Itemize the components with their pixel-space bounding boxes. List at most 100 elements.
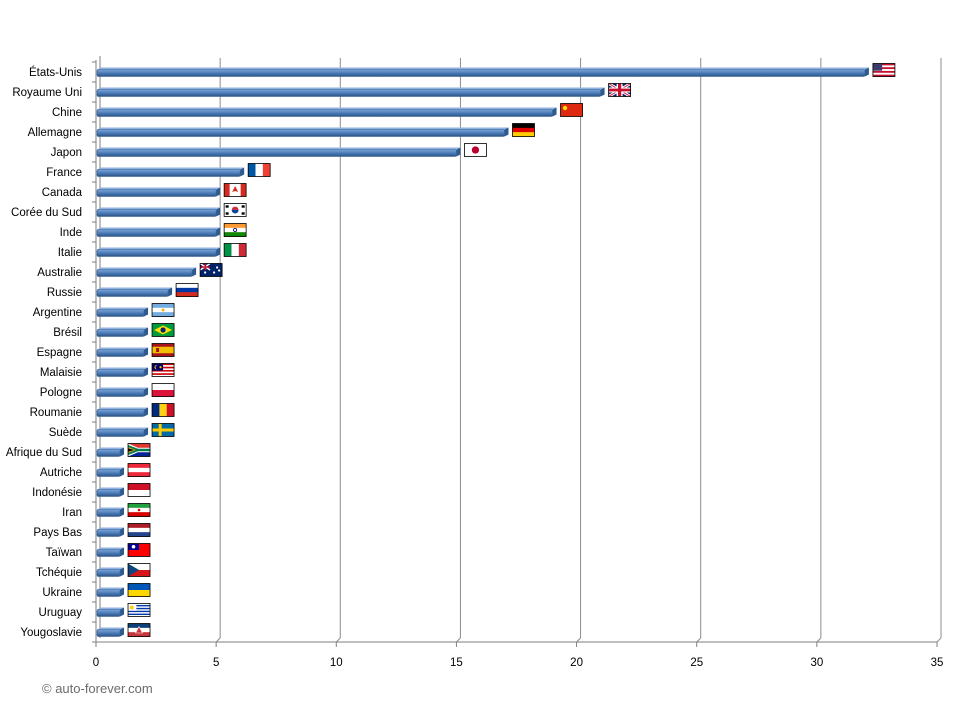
category-label: Autriche <box>40 467 82 479</box>
bar-end <box>504 127 509 137</box>
bar-face <box>96 449 121 457</box>
canada-flag-icon <box>223 183 247 197</box>
bar-end <box>216 227 221 237</box>
bar-face <box>96 309 145 317</box>
bar <box>96 347 149 357</box>
bar-face <box>96 589 121 597</box>
category-label: Allemagne <box>28 127 82 139</box>
russia-flag-icon <box>175 283 199 297</box>
japan-flag-icon <box>464 143 487 157</box>
bar-end <box>120 447 125 457</box>
bar-end <box>600 87 605 97</box>
category-label: Japon <box>51 147 82 159</box>
gridline-floor <box>335 637 341 643</box>
bar-top <box>97 367 149 370</box>
bar-top <box>97 67 869 70</box>
iran-flag-icon <box>127 503 151 517</box>
austria-flag-icon <box>127 463 151 477</box>
bar-end <box>144 407 149 417</box>
bar <box>96 227 221 237</box>
category-label: Malaisie <box>40 367 82 379</box>
bar-end <box>864 67 869 77</box>
category-label: Brésil <box>53 327 82 339</box>
bar-face <box>96 289 169 297</box>
bar-end <box>120 627 125 637</box>
bar <box>96 527 125 537</box>
bar-end <box>144 367 149 377</box>
bar <box>96 627 125 637</box>
bar <box>96 367 149 377</box>
bar-top <box>97 87 605 90</box>
x-tick-label: 20 <box>570 657 583 669</box>
argentina-flag-icon <box>151 303 175 317</box>
bar-top <box>97 187 221 190</box>
bar <box>96 187 221 197</box>
x-tick-label: 10 <box>330 657 343 669</box>
category-label: États-Unis <box>29 66 82 79</box>
bar <box>96 447 125 457</box>
germany-flag-icon <box>512 123 535 137</box>
bar-face <box>96 89 601 97</box>
bar-face <box>96 489 121 497</box>
category-label: Espagne <box>37 347 82 359</box>
bar <box>96 547 125 557</box>
category-label: Inde <box>60 227 82 239</box>
bar <box>96 427 149 437</box>
brazil-flag-icon <box>151 323 175 337</box>
category-label: Taïwan <box>46 547 82 559</box>
bar-top <box>97 507 125 510</box>
bar-face <box>96 529 121 537</box>
category-label: Corée du Sud <box>11 207 82 219</box>
bar-top <box>97 387 149 390</box>
bar-top <box>97 307 149 310</box>
bar-end <box>144 327 149 337</box>
bar <box>96 107 557 117</box>
gridline-floor <box>215 637 221 643</box>
bar-top <box>97 107 557 110</box>
bar-end <box>120 587 125 597</box>
us-flag-icon <box>872 63 896 77</box>
bar-face <box>96 109 553 117</box>
bar-face <box>96 69 866 77</box>
x-tick-label: 30 <box>810 657 823 669</box>
china-flag-icon <box>560 103 583 117</box>
australia-flag-icon <box>199 262 223 277</box>
czech-flag-icon <box>127 563 151 577</box>
netherlands-flag-icon <box>127 523 151 537</box>
bar <box>96 67 869 77</box>
bar-top <box>97 267 197 270</box>
bar-end <box>216 247 221 257</box>
axes <box>92 56 938 647</box>
bar-face <box>96 629 121 637</box>
gridline-floor <box>816 637 822 643</box>
bar-face <box>96 189 217 197</box>
bar-top <box>97 207 221 210</box>
bar-top <box>97 127 509 130</box>
bar <box>96 287 173 297</box>
gridline-floor <box>576 637 581 643</box>
bar <box>96 147 461 157</box>
bar-top <box>97 607 125 610</box>
bar-end <box>120 527 125 537</box>
bar-end <box>120 487 125 497</box>
bar-end <box>144 307 149 317</box>
bar-end <box>144 427 149 437</box>
category-label: Italie <box>58 247 82 259</box>
bar-face <box>96 509 121 517</box>
category-label: Argentine <box>33 307 82 319</box>
bar-face <box>96 609 121 617</box>
gridline-floor <box>696 637 702 643</box>
bar-end <box>240 167 245 177</box>
x-tick-label: 15 <box>450 657 463 669</box>
category-labels: États-Unis Royaume Uni Chine Allemagne Japon… <box>6 66 83 639</box>
romania-flag-icon <box>151 403 175 417</box>
bar-face <box>96 129 505 137</box>
south-africa-flag-icon <box>127 443 151 457</box>
bar <box>96 407 149 417</box>
bars <box>96 67 869 637</box>
x-tick-label: 5 <box>213 657 219 669</box>
category-label: Australie <box>37 267 82 279</box>
bar-face <box>96 569 121 577</box>
bar-face <box>96 469 121 477</box>
poland-flag-icon <box>151 383 175 397</box>
